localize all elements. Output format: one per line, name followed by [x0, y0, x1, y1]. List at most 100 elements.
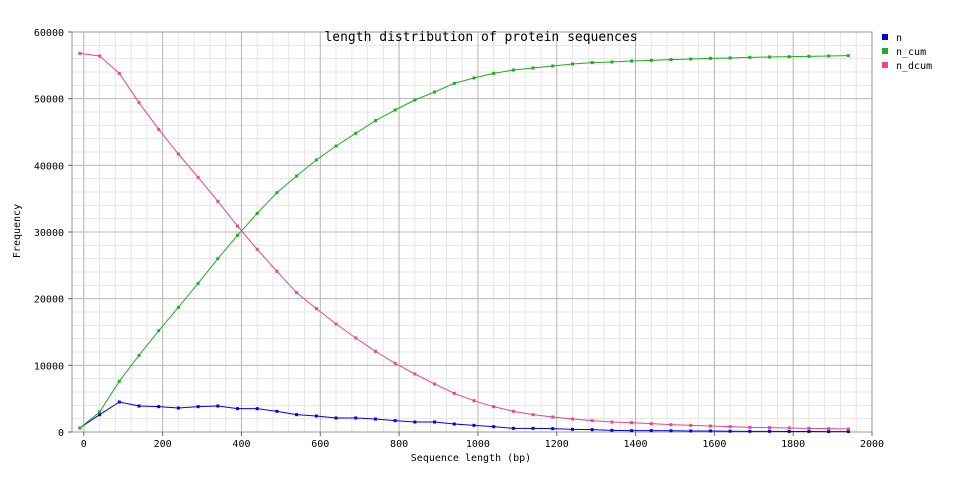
data-point-n [531, 426, 535, 430]
data-point-n_dcum [255, 247, 259, 251]
legend-marker-n [882, 34, 888, 40]
legend-marker-n_dcum [882, 62, 888, 68]
data-point-n [669, 429, 673, 433]
data-point-n [216, 404, 220, 408]
x-tick-label: 1400 [623, 439, 647, 450]
data-point-n_cum [551, 64, 555, 68]
data-point-n_cum [452, 81, 456, 85]
data-point-n_dcum [393, 361, 397, 365]
data-point-n [472, 423, 476, 427]
data-point-n_dcum [630, 421, 634, 425]
data-point-n [314, 414, 318, 418]
data-point-n [728, 429, 732, 433]
y-axis-label: Frequency [12, 204, 23, 258]
data-point-n [98, 413, 102, 417]
y-tick-label: 60000 [34, 28, 64, 39]
data-point-n_cum [137, 353, 141, 357]
data-point-n_dcum [649, 422, 653, 426]
data-point-n [452, 422, 456, 426]
data-point-n [137, 404, 141, 408]
data-point-n_dcum [807, 426, 811, 430]
x-axis-label: Sequence length (bp) [411, 453, 531, 464]
data-point-n_dcum [275, 269, 279, 273]
data-point-n_cum [630, 59, 634, 63]
legend-marker-n_cum [882, 48, 888, 54]
data-point-n_dcum [334, 322, 338, 326]
data-point-n_cum [689, 57, 693, 61]
data-point-n_cum [373, 119, 377, 123]
data-point-n_cum [196, 281, 200, 285]
data-point-n_cum [236, 233, 240, 237]
data-point-n_dcum [689, 423, 693, 427]
x-tick-label: 1800 [781, 439, 805, 450]
data-point-n [354, 416, 358, 420]
data-point-n_cum [570, 62, 574, 66]
major-grid [72, 31, 873, 433]
data-point-n [511, 426, 515, 430]
data-point-n [236, 407, 240, 411]
data-point-n [708, 429, 712, 433]
data-point-n_dcum [373, 349, 377, 353]
data-point-n_dcum [137, 101, 141, 105]
data-point-n_cum [98, 410, 102, 414]
data-point-n_dcum [492, 405, 496, 409]
data-point-n_cum [413, 98, 417, 102]
data-point-n [413, 420, 417, 424]
series-line-n_dcum [79, 52, 849, 430]
data-point-n_dcum [314, 307, 318, 311]
data-point-n [768, 429, 772, 433]
data-point-n_cum [728, 56, 732, 60]
data-point-n [295, 413, 299, 417]
x-tick-label: 0 [81, 439, 87, 450]
data-point-n_dcum [295, 291, 299, 295]
data-point-n [492, 425, 496, 429]
data-point-n [433, 420, 437, 424]
data-point-n_dcum [354, 336, 358, 340]
y-tick-label: 30000 [34, 228, 64, 239]
data-point-n_dcum [472, 399, 476, 403]
data-point-n_dcum [511, 409, 515, 413]
data-point-n_cum [157, 329, 161, 333]
data-point-n [846, 430, 850, 434]
data-point-n [551, 427, 555, 431]
data-point-n_cum [472, 76, 476, 80]
data-point-n_cum [590, 61, 594, 65]
data-point-n_cum [708, 56, 712, 60]
y-tick-label: 40000 [34, 161, 64, 172]
data-point-n_cum [669, 58, 673, 62]
x-tick-label: 400 [232, 439, 250, 450]
data-point-n_dcum [176, 152, 180, 156]
legend: n n_cum n_dcum [882, 33, 932, 72]
data-point-n_dcum [827, 427, 831, 431]
legend-label-n: n [896, 33, 902, 44]
data-point-n_dcum [787, 426, 791, 430]
data-point-n_cum [492, 71, 496, 75]
data-point-n [334, 416, 338, 420]
data-point-n [117, 400, 121, 404]
y-tick-label: 20000 [34, 295, 64, 306]
data-point-n_dcum [590, 419, 594, 423]
data-point-n_cum [334, 144, 338, 148]
data-point-n_cum [768, 55, 772, 59]
data-point-n_dcum [157, 127, 161, 131]
data-point-n_dcum [196, 175, 200, 179]
y-axis: 0 10000 20000 30000 40000 50000 60000 [34, 28, 72, 439]
data-point-n_cum [78, 426, 82, 430]
data-point-n [689, 429, 693, 433]
data-point-n [748, 429, 752, 433]
data-point-n [255, 407, 259, 411]
data-point-n_cum [393, 108, 397, 112]
series-layer [78, 51, 850, 434]
x-tick-label: 2000 [860, 439, 884, 450]
x-tick-label: 1600 [702, 439, 726, 450]
data-point-n_cum [511, 68, 515, 72]
data-point-n [176, 406, 180, 410]
data-point-n_cum [807, 54, 811, 58]
data-point-n [570, 427, 574, 431]
y-tick-label: 50000 [34, 95, 64, 106]
data-point-n [275, 409, 279, 413]
data-point-n_cum [255, 211, 259, 215]
data-point-n_dcum [236, 224, 240, 228]
x-tick-label: 800 [390, 439, 408, 450]
